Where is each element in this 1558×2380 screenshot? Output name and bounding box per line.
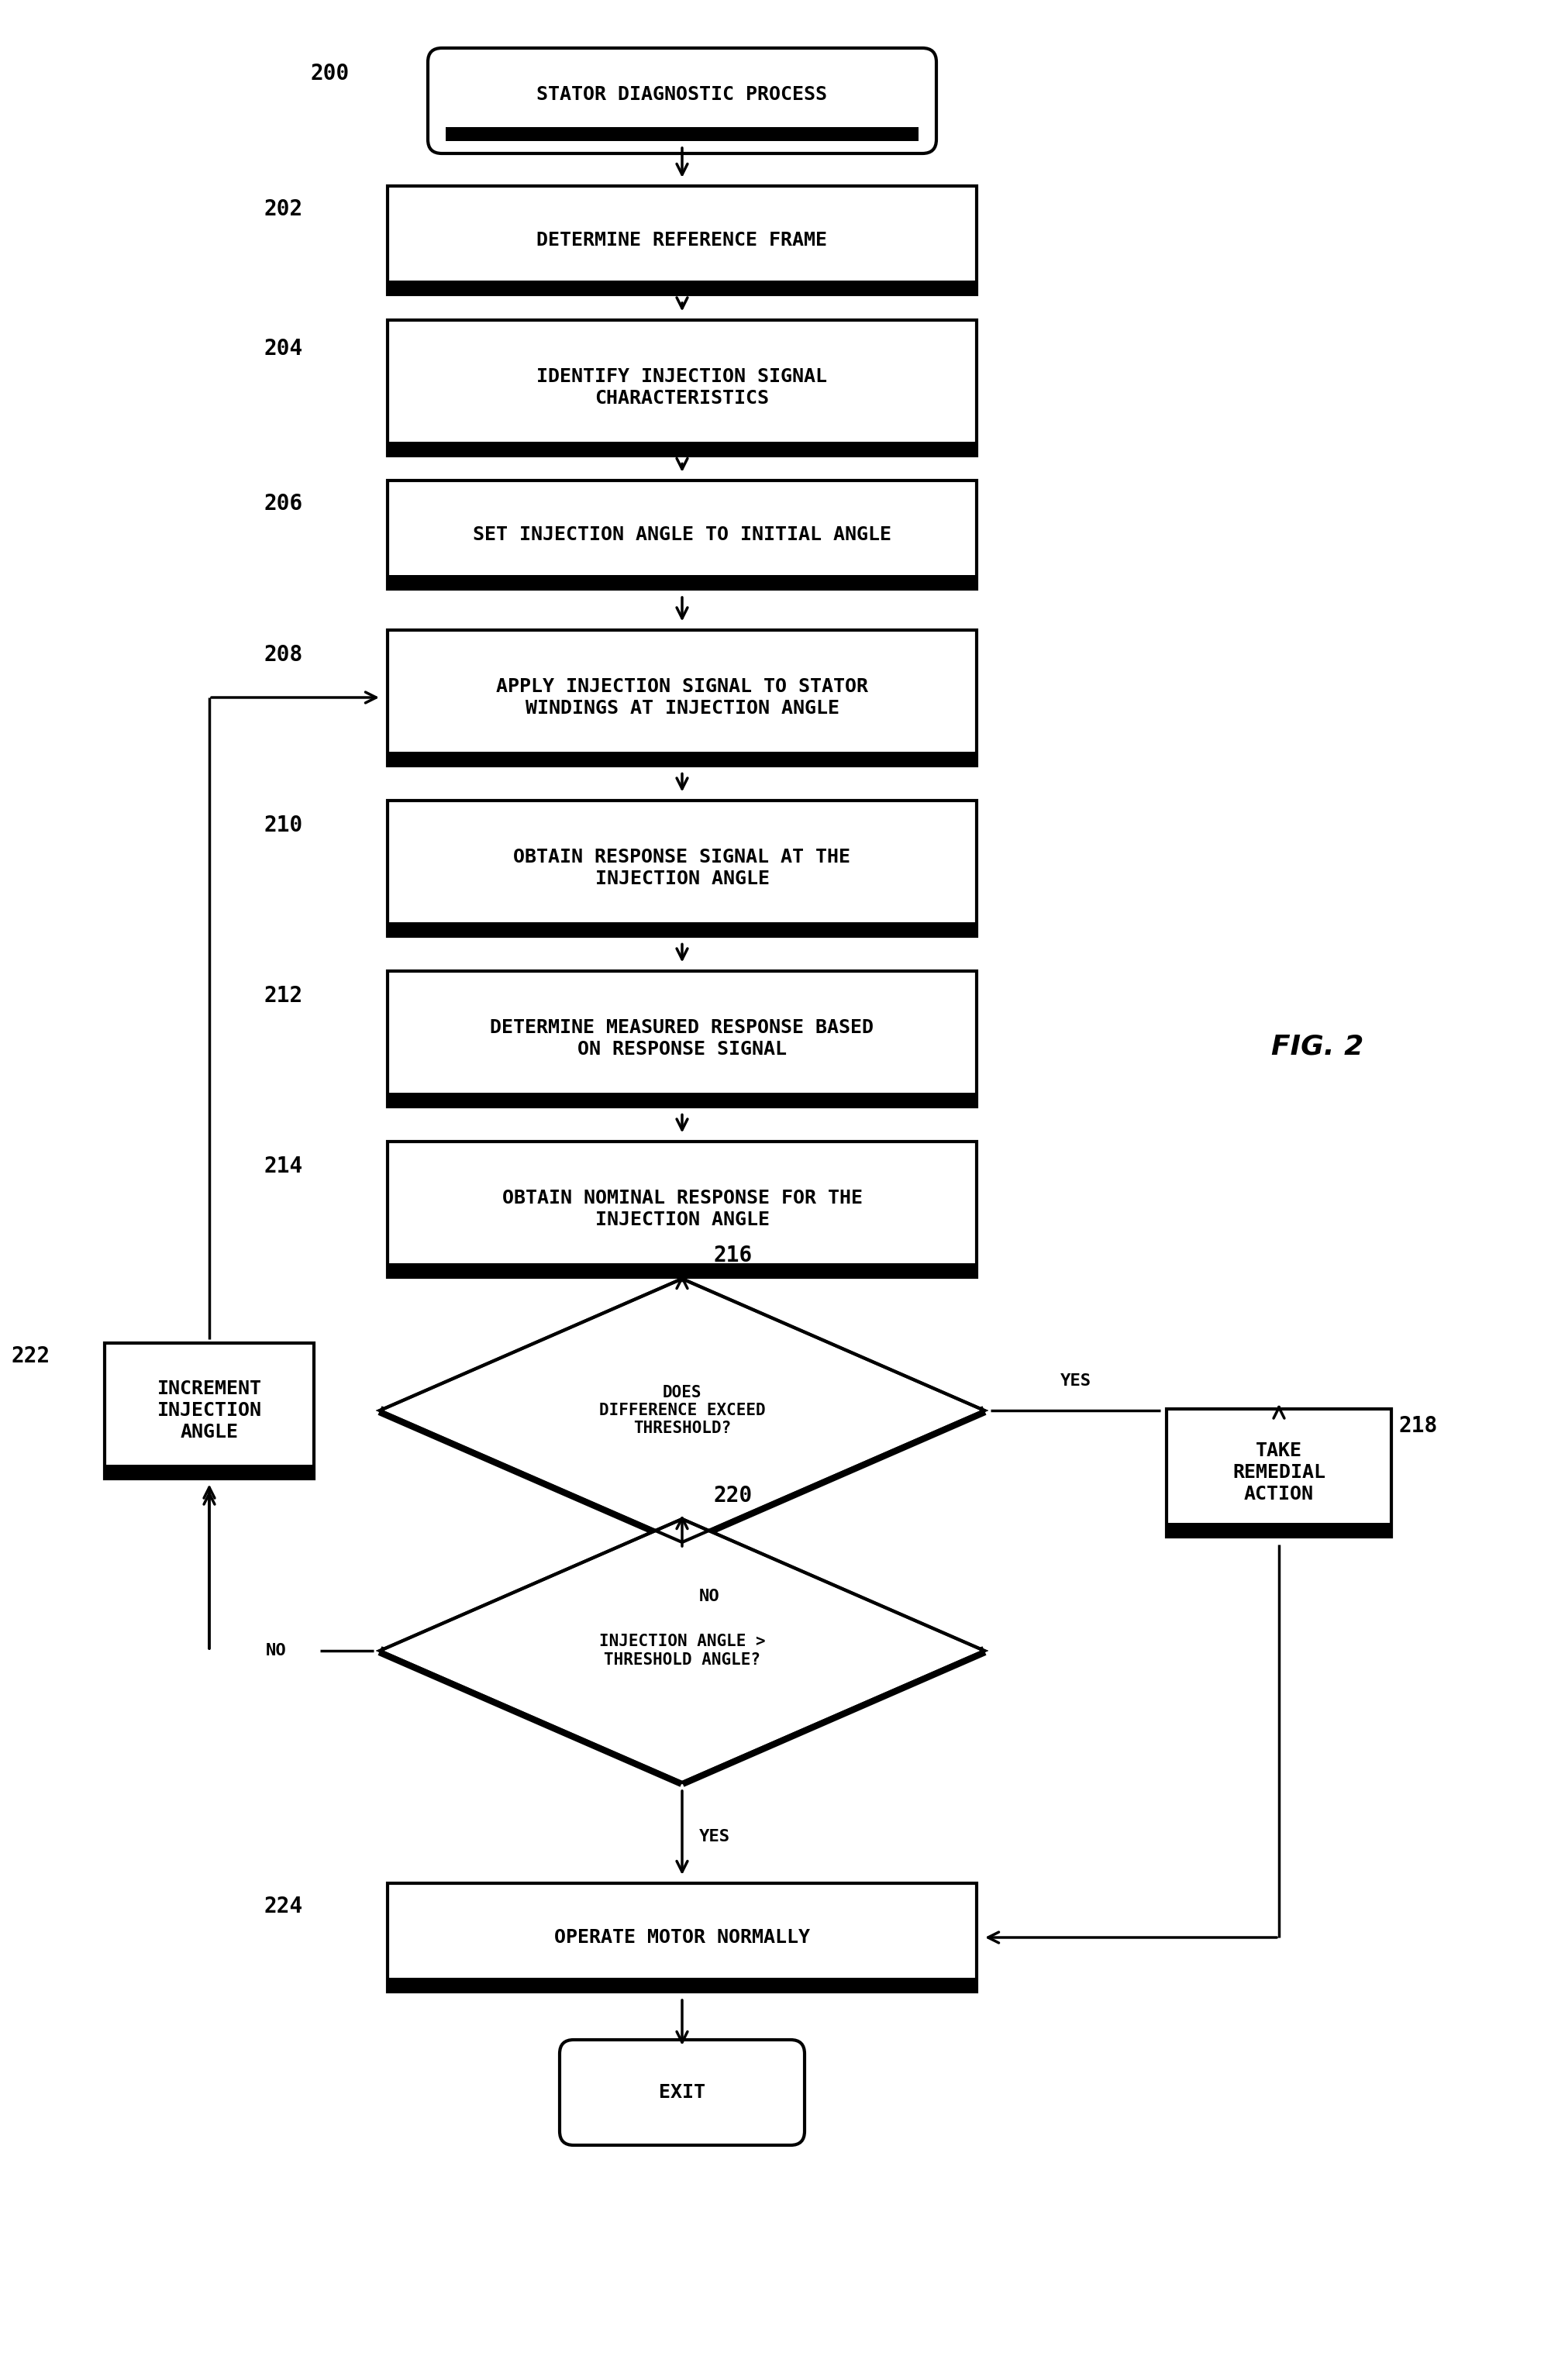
Text: OBTAIN NOMINAL RESPONSE FOR THE
INJECTION ANGLE: OBTAIN NOMINAL RESPONSE FOR THE INJECTIO… xyxy=(502,1190,862,1228)
Text: 208: 208 xyxy=(263,645,302,666)
Text: STATOR DIAGNOSTIC PROCESS: STATOR DIAGNOSTIC PROCESS xyxy=(538,86,827,105)
Text: DOES
DIFFERENCE EXCEED
THRESHOLD?: DOES DIFFERENCE EXCEED THRESHOLD? xyxy=(598,1385,765,1435)
Text: 206: 206 xyxy=(263,493,302,514)
Text: NO: NO xyxy=(266,1642,287,1659)
Bar xyxy=(388,971,977,1107)
Text: 212: 212 xyxy=(263,985,302,1007)
Bar xyxy=(388,1978,977,1992)
Bar xyxy=(388,631,977,766)
Text: 224: 224 xyxy=(263,1894,302,1918)
Bar xyxy=(1167,1409,1391,1537)
Text: APPLY INJECTION SIGNAL TO STATOR
WINDINGS AT INJECTION ANGLE: APPLY INJECTION SIGNAL TO STATOR WINDING… xyxy=(495,678,868,716)
Text: IDENTIFY INJECTION SIGNAL
CHARACTERISTICS: IDENTIFY INJECTION SIGNAL CHARACTERISTIC… xyxy=(538,367,827,407)
Bar xyxy=(1167,1523,1391,1537)
Bar xyxy=(446,126,919,140)
Text: YES: YES xyxy=(700,1828,731,1845)
Text: 214: 214 xyxy=(263,1157,302,1178)
Bar xyxy=(388,800,977,935)
Bar xyxy=(388,1264,977,1276)
Text: SET INJECTION ANGLE TO INITIAL ANGLE: SET INJECTION ANGLE TO INITIAL ANGLE xyxy=(472,526,891,545)
Text: 202: 202 xyxy=(263,198,302,219)
Bar xyxy=(388,1092,977,1107)
Polygon shape xyxy=(380,1278,985,1542)
Text: 218: 218 xyxy=(1399,1416,1438,1438)
Bar xyxy=(388,186,977,295)
Bar xyxy=(388,576,977,588)
Bar xyxy=(388,440,977,455)
Bar xyxy=(388,752,977,766)
Text: 200: 200 xyxy=(310,62,349,83)
Text: INJECTION ANGLE >
THRESHOLD ANGLE?: INJECTION ANGLE > THRESHOLD ANGLE? xyxy=(598,1635,765,1668)
Text: FIG. 2: FIG. 2 xyxy=(1271,1033,1363,1059)
Bar xyxy=(388,1140,977,1276)
Text: 220: 220 xyxy=(714,1485,753,1507)
Text: EXIT: EXIT xyxy=(659,2082,706,2102)
Text: 222: 222 xyxy=(11,1345,50,1366)
Text: YES: YES xyxy=(1059,1373,1091,1390)
FancyBboxPatch shape xyxy=(428,48,936,152)
Text: TAKE
REMEDIAL
ACTION: TAKE REMEDIAL ACTION xyxy=(1232,1442,1326,1504)
Bar xyxy=(388,281,977,295)
Text: INCREMENT
INJECTION
ANGLE: INCREMENT INJECTION ANGLE xyxy=(157,1380,262,1442)
Text: DETERMINE REFERENCE FRAME: DETERMINE REFERENCE FRAME xyxy=(538,231,827,250)
Text: OPERATE MOTOR NORMALLY: OPERATE MOTOR NORMALLY xyxy=(555,1928,810,1947)
Bar xyxy=(388,481,977,588)
Text: 210: 210 xyxy=(263,814,302,835)
Text: DETERMINE MEASURED RESPONSE BASED
ON RESPONSE SIGNAL: DETERMINE MEASURED RESPONSE BASED ON RES… xyxy=(491,1019,874,1059)
Text: OBTAIN RESPONSE SIGNAL AT THE
INJECTION ANGLE: OBTAIN RESPONSE SIGNAL AT THE INJECTION … xyxy=(514,847,851,888)
Bar xyxy=(388,1883,977,1992)
FancyBboxPatch shape xyxy=(559,2040,804,2144)
Bar xyxy=(388,921,977,935)
Bar xyxy=(104,1464,313,1478)
Text: NO: NO xyxy=(700,1590,720,1604)
Bar xyxy=(104,1342,313,1478)
Text: 204: 204 xyxy=(263,338,302,359)
Bar xyxy=(388,319,977,455)
Polygon shape xyxy=(380,1518,985,1783)
Text: 216: 216 xyxy=(714,1245,753,1266)
